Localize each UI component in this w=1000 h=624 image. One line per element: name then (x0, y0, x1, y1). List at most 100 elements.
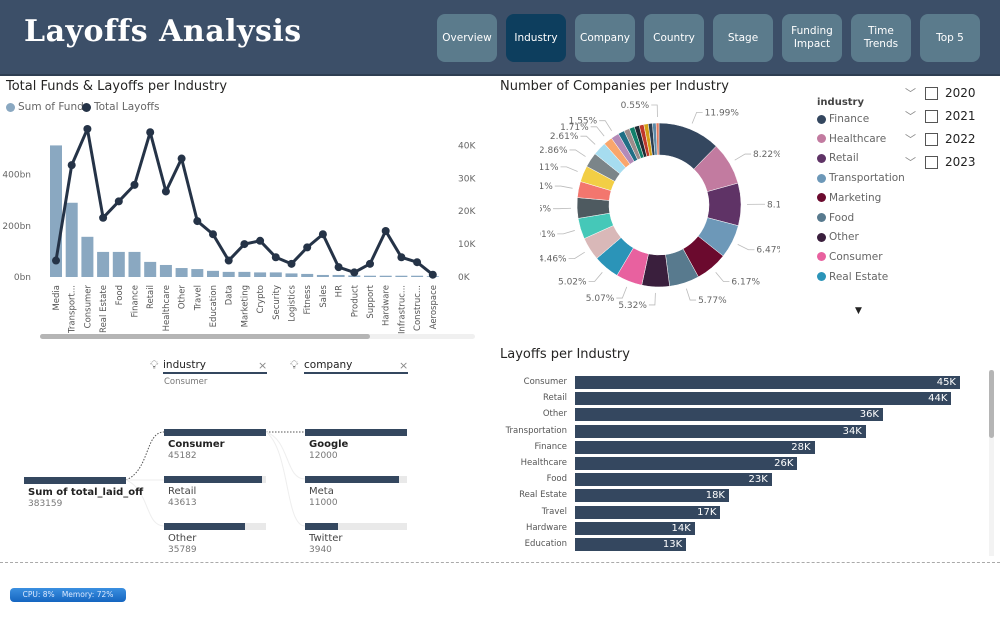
hbar-scroll-track[interactable] (989, 370, 994, 556)
nav-button-industry[interactable]: Industry (506, 14, 566, 62)
nav-button-stage[interactable]: Stage (713, 14, 773, 62)
layoffs-point[interactable] (318, 230, 327, 239)
chart-scrollbar-thumb[interactable] (40, 334, 370, 339)
funds-bar[interactable] (65, 202, 78, 277)
hbar[interactable]: 44K (575, 392, 952, 406)
checkbox[interactable] (925, 109, 938, 123)
funds-bar[interactable] (81, 236, 94, 277)
funds-bar[interactable] (159, 264, 172, 277)
funds-bar[interactable] (112, 251, 125, 277)
hbar-scrollbar-thumb[interactable] (989, 370, 994, 438)
layoffs-point[interactable] (413, 258, 422, 267)
decomp-level-industry[interactable]: industry (163, 359, 267, 374)
chevron-down-icon[interactable]: ﹀ (905, 133, 916, 146)
layoffs-point[interactable] (67, 161, 76, 170)
funds-bar[interactable] (222, 271, 235, 277)
legend-item-healthcare[interactable]: Healthcare (817, 133, 886, 145)
funds-bar[interactable] (207, 270, 219, 277)
funds-bar[interactable] (332, 274, 345, 277)
year-filter-2020[interactable]: ﹀ 2020 (905, 85, 976, 101)
funds-bar[interactable] (285, 273, 298, 277)
layoffs-point[interactable] (130, 180, 139, 189)
year-filter-2022[interactable]: ﹀ 2022 (905, 131, 976, 147)
hbar[interactable]: 34K (575, 424, 866, 438)
funds-bar[interactable] (269, 272, 282, 277)
layoffs-point[interactable] (271, 253, 280, 262)
layoffs-point[interactable] (256, 236, 265, 245)
hbar[interactable]: 14K (575, 521, 695, 535)
funds-bar[interactable] (254, 272, 267, 277)
decomp-node-bar[interactable] (305, 476, 407, 483)
funds-bar[interactable] (238, 271, 251, 277)
legend-item-finance[interactable]: Finance (817, 113, 869, 125)
funds-bar[interactable] (97, 251, 110, 277)
decomp-node-bar[interactable] (164, 429, 266, 436)
layoffs-point[interactable] (350, 268, 359, 277)
nav-button-company[interactable]: Company (575, 14, 635, 62)
legend-item-consumer[interactable]: Consumer (817, 251, 883, 263)
funds-bar[interactable] (379, 275, 392, 277)
layoffs-point[interactable] (83, 124, 92, 133)
year-filter-2021[interactable]: ﹀ 2021 (905, 108, 976, 124)
nav-button-country[interactable]: Country (644, 14, 704, 62)
legend-item-marketing[interactable]: Marketing (817, 192, 881, 204)
layoffs-point[interactable] (428, 270, 437, 279)
funds-bar[interactable] (395, 275, 408, 277)
legend-layoffs[interactable]: Total Layoffs (82, 101, 160, 113)
decomp-node-bar[interactable] (164, 523, 266, 530)
layoffs-point[interactable] (193, 217, 202, 226)
checkbox[interactable] (925, 132, 938, 146)
layoffs-point[interactable] (99, 213, 108, 222)
legend-item-retail[interactable]: Retail (817, 152, 859, 164)
hbar[interactable]: 45K (575, 376, 960, 389)
lightbulb-icon[interactable]: 💡︎ (150, 358, 159, 372)
layoffs-point[interactable] (334, 263, 343, 272)
legend-item-real-estate[interactable]: Real Estate (817, 271, 888, 283)
chevron-down-icon[interactable]: ﹀ (905, 87, 916, 100)
nav-button-time-trends[interactable]: Time Trends (851, 14, 911, 62)
layoffs-point[interactable] (366, 259, 374, 268)
layoffs-point[interactable] (177, 154, 186, 163)
nav-button-overview[interactable]: Overview (437, 14, 497, 62)
hbar[interactable]: 26K (575, 457, 798, 470)
lightbulb-icon[interactable]: 💡︎ (290, 358, 299, 372)
funds-bar[interactable] (128, 251, 141, 277)
checkbox[interactable] (925, 155, 938, 169)
year-filter-2023[interactable]: ﹀ 2023 (905, 154, 976, 170)
hbar[interactable]: 13K (575, 538, 687, 551)
nav-button-top-5[interactable]: Top 5 (920, 14, 980, 62)
funds-bar[interactable] (411, 275, 424, 277)
decomp-root-bar[interactable] (24, 477, 126, 484)
hbar[interactable]: 18K (575, 489, 729, 503)
legend-item-food[interactable]: Food (817, 212, 854, 224)
layoffs-point[interactable] (52, 256, 60, 265)
checkbox[interactable] (925, 86, 938, 100)
chevron-down-icon[interactable]: ﹀ (905, 110, 916, 123)
layoffs-point[interactable] (381, 226, 390, 235)
hbar[interactable]: 28K (575, 440, 815, 454)
funds-bar[interactable] (144, 261, 157, 277)
legend-item-other[interactable]: Other (817, 231, 859, 243)
layoffs-point[interactable] (303, 243, 312, 252)
layoffs-point[interactable] (240, 240, 249, 249)
layoffs-point[interactable] (224, 256, 233, 265)
nav-button-funding-impact[interactable]: Funding Impact (782, 14, 842, 62)
funds-bar[interactable] (191, 269, 204, 277)
layoffs-point[interactable] (287, 259, 296, 268)
legend-scroll-down-icon[interactable]: ▼ (855, 306, 862, 316)
layoffs-point[interactable] (161, 187, 170, 196)
close-icon[interactable]: × (399, 359, 409, 372)
decomp-level-company[interactable]: company (304, 359, 408, 374)
close-icon[interactable]: × (258, 359, 268, 372)
chevron-down-icon[interactable]: ﹀ (905, 156, 916, 169)
hbar[interactable]: 36K (575, 408, 883, 422)
legend-item-transportation[interactable]: Transportation (817, 172, 905, 184)
funds-bar[interactable] (301, 273, 314, 277)
decomp-node-bar[interactable] (305, 429, 407, 436)
layoffs-point[interactable] (397, 253, 406, 262)
layoffs-point[interactable] (146, 128, 155, 137)
funds-bar[interactable] (316, 274, 329, 277)
hbar[interactable]: 17K (575, 505, 721, 519)
funds-bar[interactable] (175, 268, 188, 277)
hbar[interactable]: 23K (575, 473, 772, 487)
